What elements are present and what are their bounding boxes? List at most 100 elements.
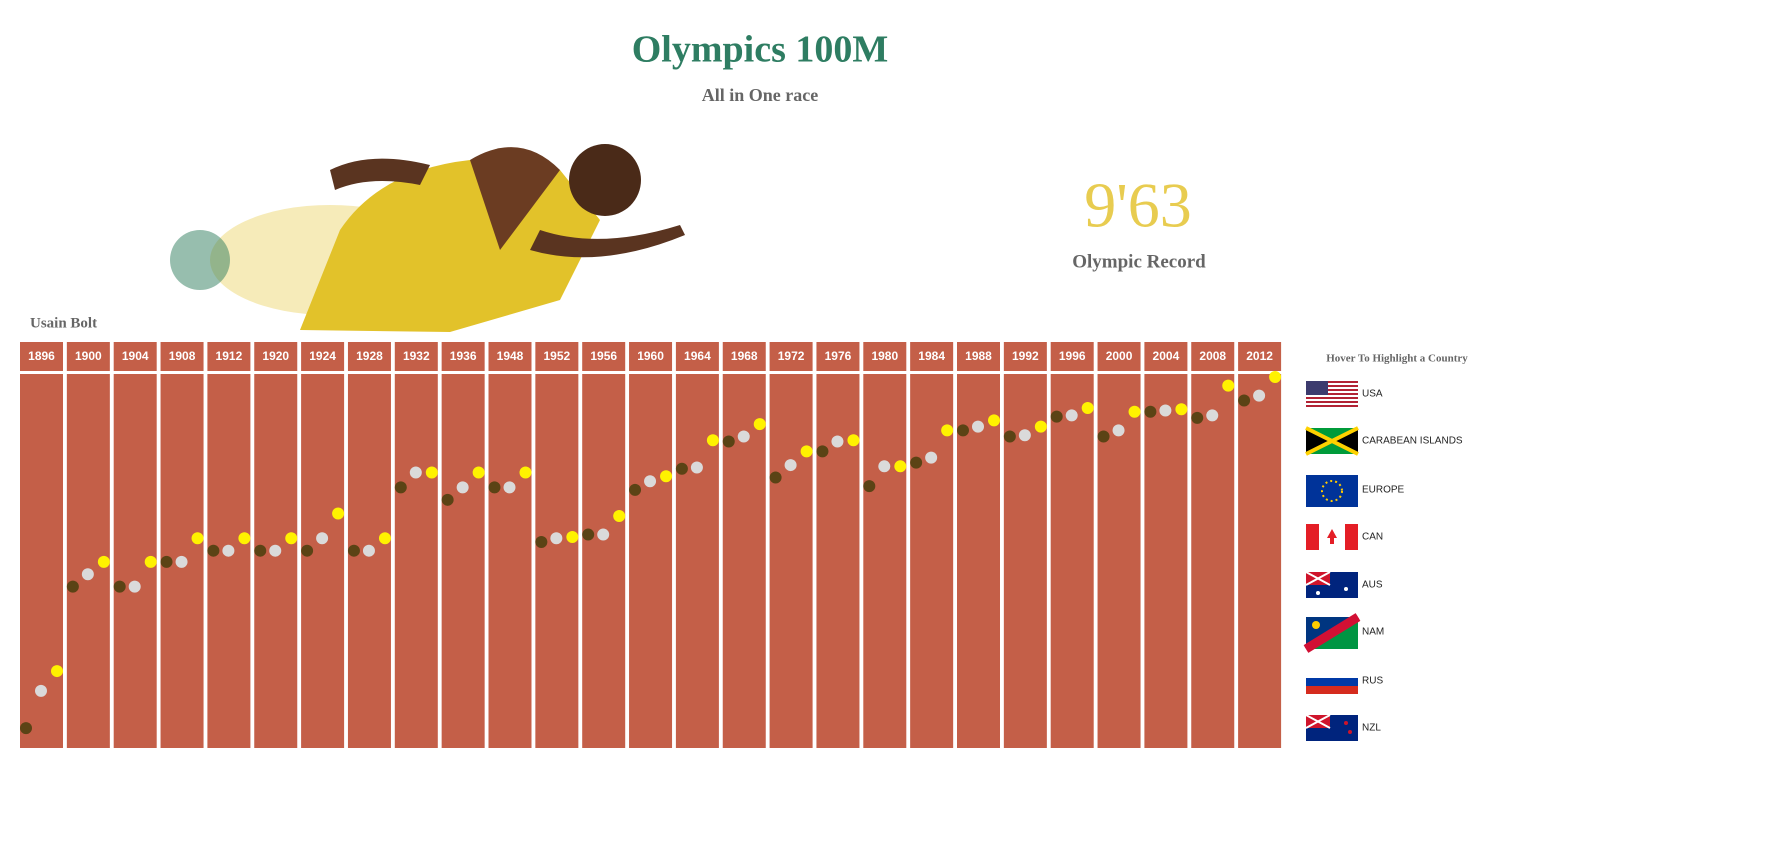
medal-dot [1144,405,1157,418]
year-header [910,342,954,371]
year-label: 1992 [1012,349,1039,363]
year-label: 1988 [965,349,992,363]
lane [1050,374,1094,748]
legend-country[interactable]: NAM [1362,627,1384,638]
legend-country[interactable]: EUROPE [1362,485,1405,496]
year-header [20,342,63,371]
year-label: 1952 [543,349,570,363]
year-label: 1956 [590,349,617,363]
lane [347,374,391,748]
year-header [722,342,766,371]
lane [769,374,813,748]
year-header [1003,342,1047,371]
year-label: 1920 [262,349,289,363]
medal-dot [706,434,719,447]
medal-dot [613,509,626,522]
medal-dot [160,555,173,568]
medal-dot [144,555,157,568]
year-header [1144,342,1188,371]
year-label: 1980 [871,349,898,363]
medal-dot [113,580,126,593]
year-header [347,342,391,371]
medal-dot [894,460,907,473]
medal-dot [441,493,454,506]
year-header [582,342,626,371]
medal-dot [660,470,673,483]
year-header [254,342,298,371]
year-label: 1904 [122,349,149,363]
legend-country[interactable]: CARABEAN ISLANDS [1362,436,1463,447]
medal-dot [941,424,954,437]
medal-dot [629,483,642,496]
lane [582,374,626,748]
lane [1144,374,1188,748]
lane [1191,374,1235,748]
athlete-name: Usain Bolt [30,315,97,331]
year-label: 1936 [450,349,477,363]
medal-dot [910,456,923,469]
medal-dot [690,461,703,474]
medal-dot [769,471,782,484]
medal-dot [1003,430,1016,443]
lane [254,374,298,748]
year-label: 1968 [731,349,758,363]
medal-dot [347,544,360,557]
medal-dot [503,481,516,494]
year-label: 1972 [778,349,805,363]
medal-dot [269,544,282,557]
medal-dot [644,475,657,488]
year-header [675,342,719,371]
lane [207,374,251,748]
medal-dot [175,555,188,568]
lane [629,374,673,748]
flags [1303,381,1361,741]
year-label: 1912 [216,349,243,363]
medal-dot [1034,420,1047,433]
medal-dot [1253,389,1266,402]
medal-dot [863,480,876,493]
record-label: Olympic Record [1072,251,1206,272]
legend-country[interactable]: NZL [1362,723,1381,734]
legend-country[interactable]: CAN [1362,532,1383,543]
year-header [816,342,860,371]
medal-dot [753,418,766,431]
year-header [1050,342,1094,371]
medal-dot [394,481,407,494]
medal-dot [519,466,532,479]
medal-dot [1065,409,1078,422]
medal-dot [409,466,422,479]
medal-dot [1112,424,1125,437]
year-label: 1900 [75,349,102,363]
legend-country[interactable]: AUS [1362,580,1383,591]
medal-dot [1128,405,1141,418]
year-label: 2012 [1246,349,1273,363]
year-label: 1908 [169,349,196,363]
medal-dot [1191,411,1204,424]
medal-dot [301,544,314,557]
medal-dot [316,532,329,545]
medal-dot [988,414,1000,427]
medal-dot [332,507,345,520]
medal-dot [816,445,829,458]
year-label: 1996 [1059,349,1086,363]
lane [394,374,438,748]
medal-dot [1222,379,1235,392]
medal-dot [582,528,595,541]
subtitle: All in One race [702,85,818,105]
medal-dot [285,532,298,545]
medal-dot [878,460,891,473]
year-header [1238,342,1282,371]
lane [816,374,860,748]
lane [675,374,719,748]
title: Olympics 100M [632,29,888,71]
lane [535,374,579,748]
year-header [207,342,251,371]
year-header [629,342,673,371]
year-label: 1960 [637,349,664,363]
legend-country[interactable]: RUS [1362,676,1383,687]
year-header [535,342,579,371]
medal-dot [97,555,110,568]
lane [910,374,954,748]
legend-country[interactable]: USA [1362,389,1383,400]
medal-dot [191,532,204,545]
